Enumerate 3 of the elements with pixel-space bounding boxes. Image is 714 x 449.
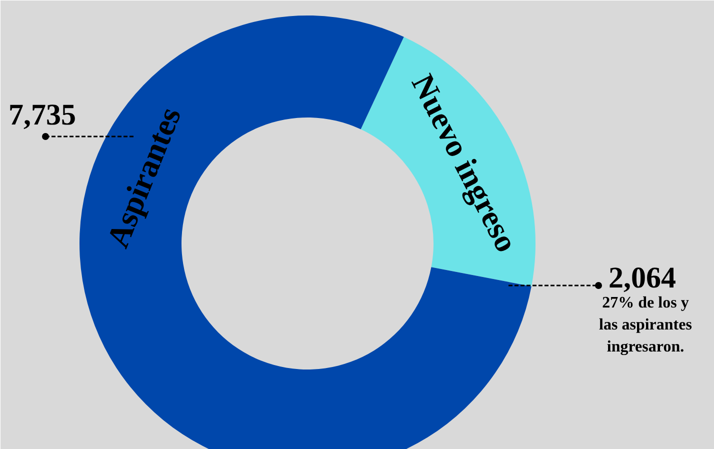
data-label: 7,735	[8, 98, 76, 132]
data-label: 2,064	[608, 262, 676, 294]
text: 27% de los y las aspirantes ingresaron.	[599, 294, 692, 356]
